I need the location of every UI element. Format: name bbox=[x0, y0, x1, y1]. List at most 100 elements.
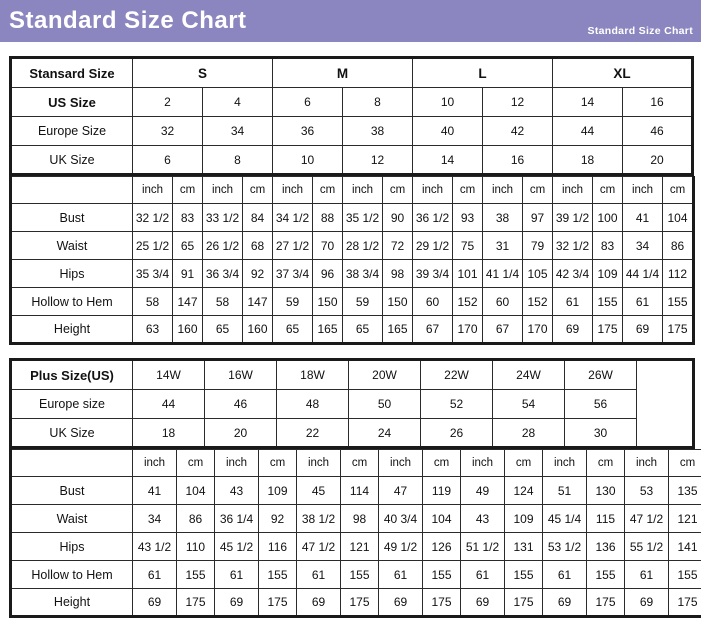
cell: 70 bbox=[312, 231, 343, 260]
cell: 38 3/4 bbox=[342, 259, 383, 288]
unit-cell: inch bbox=[342, 176, 383, 204]
cell: 72 bbox=[382, 231, 413, 260]
cell: 155 bbox=[258, 560, 297, 589]
cell: 69 bbox=[296, 588, 341, 617]
cell: 155 bbox=[662, 287, 694, 316]
cell: 63 bbox=[132, 315, 173, 344]
cell: 155 bbox=[340, 560, 379, 589]
cell: 175 bbox=[258, 588, 297, 617]
cell: 61 bbox=[542, 560, 587, 589]
cell: 34 bbox=[622, 231, 663, 260]
cell: 104 bbox=[662, 203, 694, 232]
cell: 98 bbox=[340, 504, 379, 533]
cell: 100 bbox=[592, 203, 623, 232]
cell: 65 bbox=[172, 231, 203, 260]
cell: 36 1/4 bbox=[214, 504, 259, 533]
cell: 121 bbox=[668, 504, 701, 533]
cell: 43 1/2 bbox=[132, 532, 177, 561]
unit-cell: cm bbox=[172, 176, 203, 204]
cell: 86 bbox=[662, 231, 694, 260]
cell: 51 bbox=[542, 476, 587, 505]
cell: 26 bbox=[420, 418, 493, 448]
unit-cell: inch bbox=[412, 176, 453, 204]
cell: 39 1/2 bbox=[552, 203, 593, 232]
plus-size-22w: 22W bbox=[420, 359, 493, 390]
std-group-s: S bbox=[131, 57, 274, 88]
plus-row-header-label: Plus Size(US) bbox=[10, 359, 133, 390]
std-meas-label-waist: Waist bbox=[10, 231, 133, 260]
unit-cell: inch bbox=[552, 176, 593, 204]
cell: 34 bbox=[201, 116, 274, 146]
plus-meas-label-bust: Bust bbox=[10, 476, 133, 505]
cell: 109 bbox=[258, 476, 297, 505]
unit-cell: inch bbox=[482, 176, 523, 204]
cell: 32 1/2 bbox=[132, 203, 173, 232]
cell: 112 bbox=[662, 259, 694, 288]
cell: 165 bbox=[382, 315, 413, 344]
cell: 22 bbox=[276, 418, 349, 448]
unit-cell: cm bbox=[258, 449, 297, 477]
cell: 47 1/2 bbox=[296, 532, 341, 561]
standard-size-table: Stansard Size S M L XL US Size 2 4 6 8 1… bbox=[9, 56, 695, 176]
cell: 38 1/2 bbox=[296, 504, 341, 533]
cell: 104 bbox=[422, 504, 461, 533]
plus-size-24w: 24W bbox=[492, 359, 565, 390]
std-row-header-label: Stansard Size bbox=[10, 57, 133, 88]
cell: 61 bbox=[296, 560, 341, 589]
cell: 93 bbox=[452, 203, 483, 232]
cell: 47 bbox=[378, 476, 423, 505]
cell: 41 1/4 bbox=[482, 259, 523, 288]
cell: 116 bbox=[258, 532, 297, 561]
cell: 152 bbox=[522, 287, 553, 316]
cell: 155 bbox=[176, 560, 215, 589]
cell: 96 bbox=[312, 259, 343, 288]
table-row: Europe size 44 46 48 50 52 54 56 bbox=[10, 389, 694, 419]
table-row: Hollow to Hem 61 155 61 155 61 155 61 15… bbox=[10, 560, 701, 589]
table-row: Stansard Size S M L XL bbox=[10, 57, 694, 88]
cell: 141 bbox=[668, 532, 701, 561]
cell: 60 bbox=[482, 287, 523, 316]
unit-cell: inch bbox=[214, 449, 259, 477]
std-meas-label-hips: Hips bbox=[10, 259, 133, 288]
cell: 4 bbox=[201, 87, 274, 117]
cell: 110 bbox=[176, 532, 215, 561]
cell: 155 bbox=[668, 560, 701, 589]
cell: 150 bbox=[382, 287, 413, 316]
cell: 52 bbox=[420, 389, 493, 419]
cell: 69 bbox=[624, 588, 669, 617]
cell: 135 bbox=[668, 476, 701, 505]
unit-cell: inch bbox=[272, 176, 313, 204]
cell: 36 1/2 bbox=[412, 203, 453, 232]
cell: 48 bbox=[276, 389, 349, 419]
unit-cell: inch bbox=[460, 449, 505, 477]
cell: 175 bbox=[340, 588, 379, 617]
table-row: UK Size 18 20 22 24 26 28 30 bbox=[10, 418, 694, 448]
cell: 49 1/2 bbox=[378, 532, 423, 561]
cell: 27 1/2 bbox=[272, 231, 313, 260]
cell: 46 bbox=[622, 116, 694, 146]
plus-unit-row-blank-label bbox=[10, 449, 133, 477]
cell: 47 1/2 bbox=[624, 504, 669, 533]
cell: 155 bbox=[586, 560, 625, 589]
unit-cell: inch bbox=[202, 176, 243, 204]
cell: 10 bbox=[412, 87, 484, 117]
cell: 16 bbox=[482, 145, 554, 175]
cell: 119 bbox=[422, 476, 461, 505]
cell: 49 bbox=[460, 476, 505, 505]
std-group-xl: XL bbox=[552, 57, 694, 88]
cell: 170 bbox=[522, 315, 553, 344]
cell: 38 bbox=[482, 203, 523, 232]
cell: 175 bbox=[668, 588, 701, 617]
cell: 6 bbox=[272, 87, 344, 117]
table-row-units: inch cm inch cm inch cm inch cm inch cm … bbox=[10, 176, 694, 204]
standard-size-table-wrap: Stansard Size S M L XL US Size 2 4 6 8 1… bbox=[0, 56, 701, 345]
cell: 36 3/4 bbox=[202, 259, 243, 288]
cell: 14 bbox=[412, 145, 484, 175]
cell: 155 bbox=[592, 287, 623, 316]
unit-cell: cm bbox=[382, 176, 413, 204]
cell: 147 bbox=[172, 287, 203, 316]
cell: 69 bbox=[622, 315, 663, 344]
cell: 104 bbox=[176, 476, 215, 505]
cell: 67 bbox=[482, 315, 523, 344]
table-row: Waist 25 1/2 65 26 1/2 68 27 1/2 70 28 1… bbox=[10, 231, 694, 260]
